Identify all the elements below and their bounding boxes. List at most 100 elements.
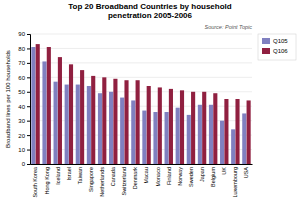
bar <box>120 98 124 164</box>
y-tick-label: 80 <box>18 46 25 52</box>
x-tick-label: Singapore <box>88 167 94 192</box>
bar <box>102 77 106 164</box>
y-tick-mark <box>27 92 30 93</box>
x-tick: Japan <box>199 167 205 182</box>
y-tick: 50 <box>18 89 30 95</box>
x-tick: South Korea <box>32 166 38 198</box>
y-tick-mark <box>27 63 30 64</box>
x-tick-label: USA <box>243 167 249 179</box>
x-tick: Finland <box>166 167 172 185</box>
bar <box>231 129 235 164</box>
grid-line <box>30 106 252 107</box>
x-tick: Taiwan <box>77 167 83 184</box>
y-tick-mark <box>27 77 30 78</box>
y-tick-mark <box>27 150 30 151</box>
x-tick-label: Belgium <box>210 167 216 187</box>
x-tick: UK <box>221 167 227 175</box>
x-tick: Macau <box>143 167 149 184</box>
y-tick: 0 <box>22 161 30 167</box>
y-axis: 0102030405060708090 <box>18 31 30 167</box>
bar <box>191 92 195 164</box>
x-tick-label: Luxembourg <box>232 167 238 198</box>
x-tick-label: Canada <box>110 166 116 186</box>
bar <box>142 111 146 164</box>
bar <box>224 99 228 164</box>
bar <box>242 113 246 164</box>
x-tick: Sweden <box>188 167 194 187</box>
legend-swatch <box>262 48 270 54</box>
y-tick-label: 90 <box>18 31 25 37</box>
bars <box>31 44 250 164</box>
bar <box>113 79 117 164</box>
grid-line <box>30 91 252 92</box>
y-tick: 20 <box>18 133 30 139</box>
y-tick-label: 60 <box>18 75 25 81</box>
legend-item: Q105 <box>262 38 288 44</box>
bar <box>158 87 162 164</box>
bar <box>124 80 128 164</box>
bar <box>47 47 51 164</box>
x-tick-label: Norway <box>177 167 183 186</box>
y-tick: 10 <box>18 147 30 153</box>
x-tick: Netherlands <box>99 167 105 197</box>
bar <box>187 115 191 164</box>
bar <box>247 100 251 164</box>
bar <box>180 90 184 164</box>
bar <box>131 100 135 164</box>
x-axis-line <box>31 164 253 165</box>
y-tick-mark <box>27 121 30 122</box>
grid-line <box>30 62 252 63</box>
bar <box>54 82 58 164</box>
bar <box>91 76 95 164</box>
legend: Q105Q106 <box>258 34 296 60</box>
x-tick-label: Monaco <box>155 167 161 187</box>
y-tick: 40 <box>18 104 30 110</box>
x-tick-label: Macau <box>143 167 149 184</box>
grid-line <box>30 77 252 78</box>
legend-label: Q105 <box>273 38 288 44</box>
x-tick-label: Iceland <box>55 167 61 185</box>
y-tick-mark <box>27 135 30 136</box>
y-tick-mark <box>27 164 30 165</box>
x-tick-label: Japan <box>199 167 205 182</box>
x-tick: Switzerland <box>121 167 127 195</box>
bar <box>80 70 84 164</box>
bar <box>98 93 102 164</box>
title-line: penetration 2005-2006 <box>108 11 193 20</box>
plot-area: 0102030405060708090South KoreaHong KongI… <box>18 31 252 197</box>
bar <box>209 105 213 164</box>
title-line: Top 20 Broadband Countries by household <box>68 2 232 11</box>
x-tick: Denmark <box>132 167 138 190</box>
bar <box>165 112 169 164</box>
title: Top 20 Broadband Countries by householdp… <box>68 2 232 20</box>
bar <box>176 108 180 164</box>
bar <box>87 86 91 164</box>
x-tick: Canada <box>110 166 116 186</box>
bar <box>109 92 113 164</box>
bar <box>69 64 73 164</box>
y-tick-label: 0 <box>22 161 26 167</box>
x-tick: Norway <box>177 167 183 186</box>
y-tick: 80 <box>18 46 30 52</box>
bar-series <box>36 44 251 164</box>
bar-series <box>31 47 246 164</box>
grid-line <box>30 149 252 150</box>
x-tick: Iceland <box>55 167 61 185</box>
bar <box>58 57 62 164</box>
grid-line <box>30 135 252 136</box>
bar <box>235 99 239 164</box>
x-tick-label: Netherlands <box>99 167 105 197</box>
y-tick-mark <box>27 48 30 49</box>
bar <box>31 47 35 164</box>
x-tick-label: Israel <box>66 167 72 180</box>
bar <box>220 121 224 164</box>
x-tick-label: Taiwan <box>77 167 83 184</box>
chart-container: 0102030405060708090South KoreaHong KongI… <box>0 0 300 208</box>
x-tick: Belgium <box>210 167 216 187</box>
bar <box>198 105 202 164</box>
grid-line <box>30 120 252 121</box>
bar <box>42 61 46 164</box>
y-tick-label: 10 <box>18 147 25 153</box>
y-tick: 70 <box>18 60 30 66</box>
x-tick: Luxembourg <box>232 167 238 198</box>
